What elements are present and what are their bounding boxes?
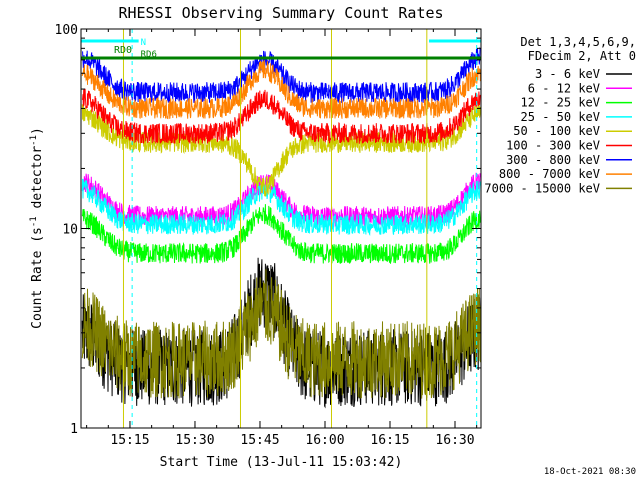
series-line-3: [81, 178, 481, 236]
legend-label-2: 12 - 25 keV: [521, 96, 600, 110]
series-line-5: [81, 88, 481, 144]
series-6: [82, 46, 481, 104]
y-tick-label-1: 10: [62, 223, 78, 238]
y-axis-label-end: ): [30, 127, 45, 135]
series-2: [81, 204, 481, 264]
series-line-7: [81, 59, 481, 120]
y-axis-label-exp: -1: [29, 216, 39, 227]
x-tick-label-4: 16:15: [370, 433, 409, 448]
flag-layer: RD0 N RD6: [81, 38, 481, 60]
x-tick-label-5: 16:30: [435, 433, 474, 448]
legend-label-0: 3 - 6 keV: [535, 67, 600, 81]
legend-header-1: Det 1,3,4,5,6,9,: [520, 35, 636, 49]
legend-label-4: 50 - 100 keV: [513, 124, 600, 138]
legend-label-5: 100 - 300 keV: [506, 139, 600, 153]
legend-label-1: 6 - 12 keV: [528, 81, 600, 95]
legend-header-2: FDecim 2, Att 0: [528, 49, 636, 63]
flag-label-n: N: [141, 38, 146, 48]
y-axis-label-exp2: -1: [29, 135, 39, 146]
series-5: [81, 88, 481, 144]
flag-label-rd6: RD6: [141, 50, 157, 60]
x-tick-label-2: 15:45: [240, 433, 279, 448]
y-axis-label: Count Rate (s-1 detector-1): [29, 127, 45, 329]
y-tick-label-2: 100: [55, 23, 78, 38]
legend: Det 1,3,4,5,6,9, FDecim 2, Att 0 3 - 6 k…: [484, 35, 636, 195]
flag-label-rd0: RD0: [114, 45, 132, 56]
series-layer: [81, 29, 481, 428]
x-axis-label: Start Time (13-Jul-11 15:03:42): [160, 455, 403, 470]
series-3: [81, 178, 481, 236]
y-axis-label-tail: detector: [30, 146, 45, 217]
series-line-8: [81, 269, 481, 399]
series-line-6: [82, 46, 481, 104]
legend-label-3: 25 - 50 keV: [521, 110, 600, 124]
y-tick-label-0: 1: [70, 422, 78, 437]
axis-layer: 15:15 15:30 15:45 16:00 16:15 16:30 1 10 100: [55, 23, 481, 448]
x-tick-label-0: 15:15: [110, 433, 149, 448]
legend-label-8: 7000 - 15000 keV: [484, 181, 600, 195]
y-axis-label-main: Count Rate (s: [30, 227, 45, 329]
series-line-2: [81, 204, 481, 264]
timestamp: 18-Oct-2021 08:30: [544, 467, 636, 477]
legend-label-6: 300 - 800 keV: [506, 153, 600, 167]
x-tick-label-1: 15:30: [175, 433, 214, 448]
series-7: [81, 59, 481, 120]
chart-title: RHESSI Observing Summary Count Rates: [118, 4, 443, 22]
legend-label-7: 800 - 7000 keV: [499, 167, 600, 181]
series-8: [81, 269, 481, 399]
x-tick-label-3: 16:00: [305, 433, 344, 448]
